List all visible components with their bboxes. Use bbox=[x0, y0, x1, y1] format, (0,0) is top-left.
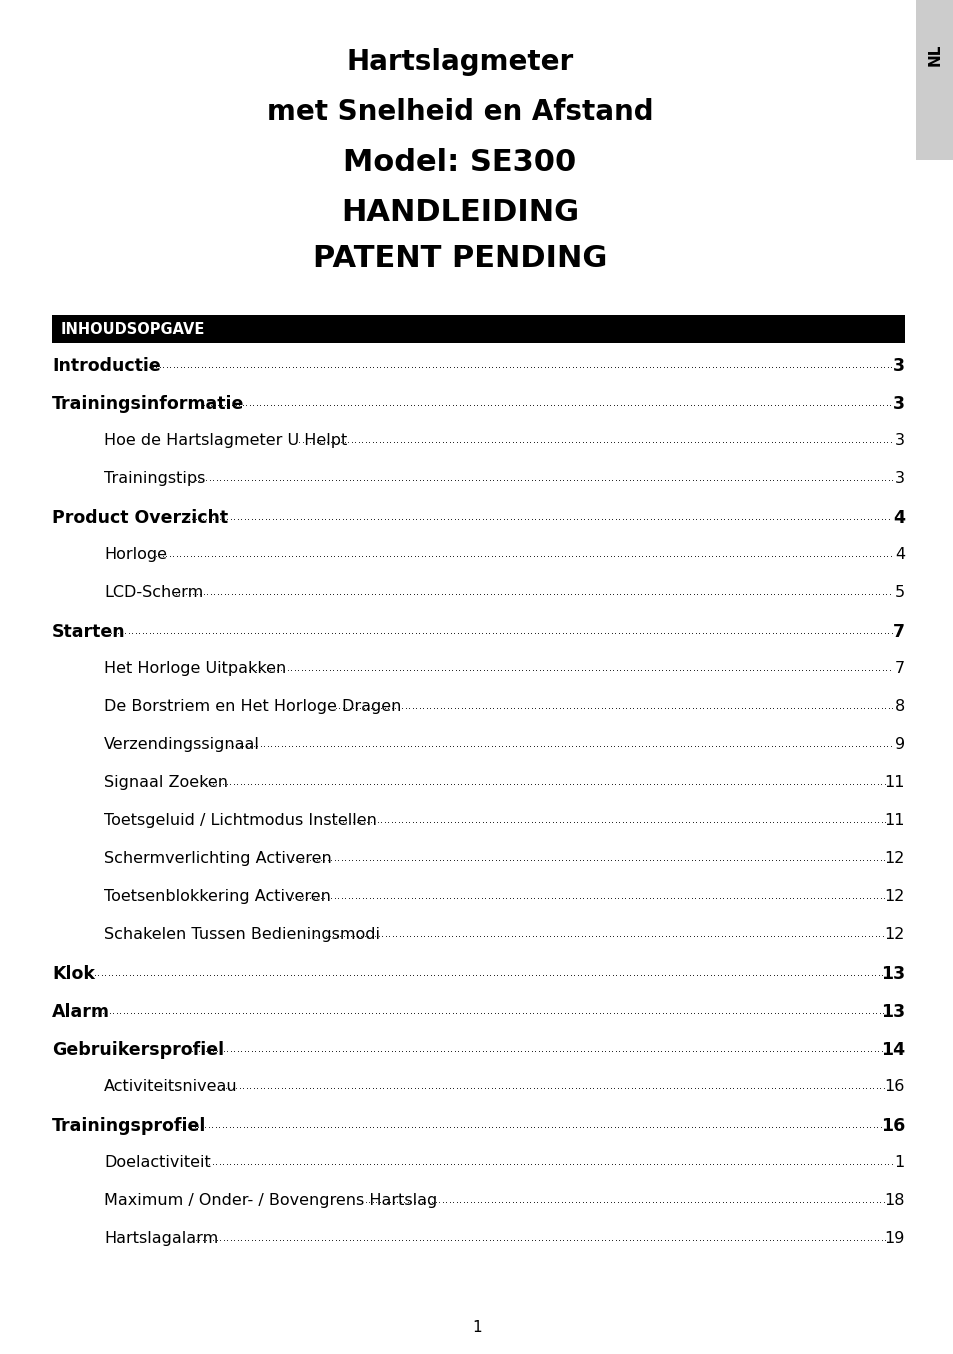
Text: 19: 19 bbox=[883, 1231, 904, 1246]
Text: met Snelheid en Afstand: met Snelheid en Afstand bbox=[267, 97, 653, 126]
Text: Product Overzicht: Product Overzicht bbox=[52, 509, 228, 527]
Text: Trainingsinformatie: Trainingsinformatie bbox=[52, 395, 244, 413]
Text: Model: SE300: Model: SE300 bbox=[343, 148, 576, 177]
Text: Trainingstips: Trainingstips bbox=[104, 471, 205, 486]
Text: 11: 11 bbox=[883, 774, 904, 789]
Text: Schakelen Tussen Bedieningsmodi: Schakelen Tussen Bedieningsmodi bbox=[104, 927, 379, 942]
Text: 11: 11 bbox=[883, 812, 904, 829]
Text: 7: 7 bbox=[892, 623, 904, 640]
Text: Doelactiviteit: Doelactiviteit bbox=[104, 1155, 211, 1170]
Text: Signaal Zoeken: Signaal Zoeken bbox=[104, 774, 228, 789]
Text: 3: 3 bbox=[892, 357, 904, 375]
Text: 18: 18 bbox=[883, 1193, 904, 1208]
Text: 3: 3 bbox=[894, 471, 904, 486]
Text: 9: 9 bbox=[894, 737, 904, 751]
Text: De Borstriem en Het Horloge Dragen: De Borstriem en Het Horloge Dragen bbox=[104, 699, 401, 714]
Text: Starten: Starten bbox=[52, 623, 126, 640]
Text: 12: 12 bbox=[883, 927, 904, 942]
Text: 12: 12 bbox=[883, 890, 904, 904]
Text: Gebruikersprofiel: Gebruikersprofiel bbox=[52, 1041, 224, 1059]
Text: Hartslagmeter: Hartslagmeter bbox=[346, 47, 573, 76]
Text: HANDLEIDING: HANDLEIDING bbox=[340, 198, 578, 227]
Text: 3: 3 bbox=[892, 395, 904, 413]
Text: 3: 3 bbox=[894, 433, 904, 448]
Text: 13: 13 bbox=[880, 965, 904, 983]
Text: 4: 4 bbox=[894, 547, 904, 562]
FancyBboxPatch shape bbox=[915, 0, 953, 160]
Text: 8: 8 bbox=[894, 699, 904, 714]
Text: 16: 16 bbox=[880, 1117, 904, 1135]
Text: 4: 4 bbox=[892, 509, 904, 527]
Text: Hartslagalarm: Hartslagalarm bbox=[104, 1231, 218, 1246]
Text: 7: 7 bbox=[894, 661, 904, 676]
Text: 14: 14 bbox=[880, 1041, 904, 1059]
Text: 16: 16 bbox=[883, 1079, 904, 1094]
Text: NL: NL bbox=[926, 43, 942, 66]
Text: Horloge: Horloge bbox=[104, 547, 167, 562]
Text: Klok: Klok bbox=[52, 965, 94, 983]
Text: Maximum / Onder- / Bovengrens Hartslag: Maximum / Onder- / Bovengrens Hartslag bbox=[104, 1193, 436, 1208]
Text: Hoe de Hartslagmeter U Helpt: Hoe de Hartslagmeter U Helpt bbox=[104, 433, 347, 448]
Text: Alarm: Alarm bbox=[52, 1003, 110, 1021]
Text: Verzendingssignaal: Verzendingssignaal bbox=[104, 737, 259, 751]
Text: INHOUDSOPGAVE: INHOUDSOPGAVE bbox=[61, 321, 205, 337]
Text: Schermverlichting Activeren: Schermverlichting Activeren bbox=[104, 852, 332, 867]
Text: Toetsgeluid / Lichtmodus Instellen: Toetsgeluid / Lichtmodus Instellen bbox=[104, 812, 376, 829]
Text: Toetsenblokkering Activeren: Toetsenblokkering Activeren bbox=[104, 890, 331, 904]
Text: 13: 13 bbox=[880, 1003, 904, 1021]
Text: PATENT PENDING: PATENT PENDING bbox=[313, 244, 606, 274]
Text: 1: 1 bbox=[472, 1320, 481, 1335]
Text: Activiteitsniveau: Activiteitsniveau bbox=[104, 1079, 237, 1094]
Text: Het Horloge Uitpakken: Het Horloge Uitpakken bbox=[104, 661, 286, 676]
Text: Trainingsprofiel: Trainingsprofiel bbox=[52, 1117, 206, 1135]
Text: LCD-Scherm: LCD-Scherm bbox=[104, 585, 203, 600]
Text: 12: 12 bbox=[883, 852, 904, 867]
Text: 1: 1 bbox=[894, 1155, 904, 1170]
Text: Introductie: Introductie bbox=[52, 357, 161, 375]
Text: 5: 5 bbox=[894, 585, 904, 600]
FancyBboxPatch shape bbox=[52, 315, 904, 343]
